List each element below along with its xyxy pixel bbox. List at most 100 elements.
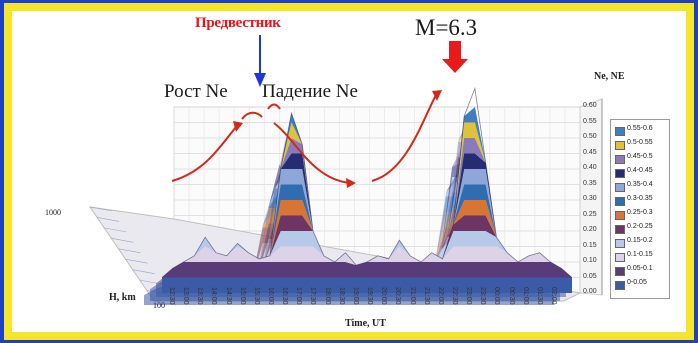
h-tick-mark (104, 227, 127, 233)
z-tick-label: 0.00 (583, 288, 597, 295)
rise-head-1 (233, 121, 243, 132)
legend-label: 0.2-0.25 (627, 223, 653, 230)
x-tick-label: 20:00 (380, 287, 388, 305)
rise-curve-2 (371, 92, 438, 182)
legend-swatch (615, 267, 625, 276)
z-tick-label: 0.35 (583, 179, 597, 187)
x-tick-label: 15:00 (238, 287, 246, 305)
rise-head-2 (432, 90, 442, 101)
x-tick-label: 16:00 (267, 287, 275, 305)
x-tick-label: 20:30 (394, 287, 402, 305)
x-tick-label: 23:30 (479, 287, 487, 305)
h-tick-mark (89, 206, 113, 212)
x-tick-label: 17:00 (295, 287, 303, 305)
legend-swatch (615, 127, 625, 136)
h-tick-mark (97, 217, 120, 222)
x-tick-label: 21:00 (408, 287, 416, 305)
legend-swatch (615, 141, 625, 150)
x-tick-label: 18:30 (337, 287, 345, 305)
legend-label: 0-0.05 (627, 279, 647, 286)
surface-ridge (161, 86, 573, 278)
legend-label: 0.15-0.2 (627, 237, 653, 244)
legend-item: 0.35-0.4 (615, 181, 669, 192)
surface-band (162, 231, 572, 278)
legend-item: 0.15-0.2 (615, 237, 669, 248)
h-tick-mark (125, 258, 148, 264)
z-tick-label: 0.50 (583, 133, 597, 140)
legend-swatch (615, 225, 625, 234)
legend-item: 0.45-0.5 (615, 153, 669, 164)
x-tick-label: 18:00 (323, 287, 331, 305)
x-tick-label: 22:00 (436, 287, 444, 305)
surface-chart (88, 35, 603, 306)
z-tick-label: 0.10 (583, 257, 597, 264)
surface-band (162, 262, 572, 278)
legend-label: 0.1-0.15 (627, 251, 653, 258)
h-tick-mark (118, 248, 141, 254)
z-tick-label: 0.45 (583, 148, 597, 156)
h-min-label: 100 (153, 301, 165, 310)
magnitude-arrow (442, 41, 468, 73)
h-max-label: 1000 (45, 208, 61, 217)
z-tick-label: 0.55 (583, 117, 597, 125)
x-tick-label: 13:30 (196, 287, 204, 305)
z-tick-label: 0.15 (583, 241, 597, 249)
x-tick-label: 13:00 (182, 287, 190, 305)
z-tick-label: 0.05 (583, 272, 597, 280)
x-tick-label: 21:30 (422, 287, 430, 305)
legend-item: 0.05-0.1 (615, 265, 669, 276)
x-tick-label: 01:00 (521, 287, 529, 305)
legend-item: 0.4-0.45 (615, 167, 669, 178)
x-tick-label: 01:30 (535, 287, 543, 305)
legend: 0.55-0.6 0.5-0.55 0.45-0.5 0.4-0.45 0.35-0.4… (610, 119, 670, 299)
x-tick-label: 02:00 (550, 287, 557, 305)
precursor-annotation: Предвестник (195, 15, 281, 31)
legend-label: 0.3-0.35 (627, 195, 653, 202)
surface-band (162, 215, 572, 278)
legend-swatch (615, 281, 625, 290)
z-tick-label: 0.30 (583, 195, 597, 202)
legend-label: 0.35-0.4 (627, 181, 653, 188)
x-tick-label: 00:00 (493, 287, 501, 305)
chart-frame: Предвестник M=6.3 Рост Ne Падение Ne Ne,… (4, 3, 694, 340)
x-axis-label: Time, UT (345, 318, 386, 329)
legend-label: 0.25-0.3 (627, 209, 653, 216)
x-tick-label: 22:30 (450, 287, 458, 305)
legend-swatch (615, 239, 625, 248)
x-tick-label: 12:30 (168, 287, 175, 305)
rise-curve-1 (171, 125, 238, 182)
legend-item: 0.2-0.25 (615, 223, 669, 234)
legend-swatch (615, 169, 625, 178)
x-tick-label: 19:30 (366, 287, 374, 305)
fall-head (346, 178, 356, 188)
x-tick-label: 14:30 (224, 287, 232, 305)
x-tick-label: 00:30 (507, 287, 515, 305)
legend-label: 0.4-0.45 (627, 167, 653, 174)
x-tick-label: 16:30 (281, 287, 289, 305)
x-tick-label: 19:00 (351, 287, 359, 305)
h-tick-mark (132, 269, 155, 274)
legend-item: 0-0.05 (615, 279, 669, 290)
h-axis-label: H, km (109, 292, 136, 303)
legend-swatch (615, 211, 625, 220)
x-tick-label: 17:30 (309, 287, 317, 305)
legend-swatch (615, 155, 625, 164)
legend-item: 0.3-0.35 (615, 195, 669, 206)
z-tick-label: 0.60 (583, 102, 597, 109)
legend-label: 0.05-0.1 (627, 265, 653, 272)
legend-label: 0.55-0.6 (627, 125, 653, 132)
x-tick-label: 14:00 (210, 287, 218, 305)
x-tick-label: 15:30 (252, 287, 260, 305)
z-tick-label: 0.25 (583, 210, 597, 218)
precursor-arrowhead (254, 73, 266, 87)
legend-swatch (615, 183, 625, 192)
peak-arc-2 (267, 103, 281, 110)
peak-arc-1 (241, 111, 263, 120)
surface-band (162, 277, 572, 293)
z-tick-label: 0.40 (583, 164, 597, 171)
legend-item: 0.5-0.55 (615, 139, 669, 150)
legend-swatch (615, 253, 625, 262)
x-tick-label: 23:00 (465, 287, 473, 305)
legend-item: 0.1-0.15 (615, 251, 669, 262)
h-tick-mark (111, 238, 134, 243)
